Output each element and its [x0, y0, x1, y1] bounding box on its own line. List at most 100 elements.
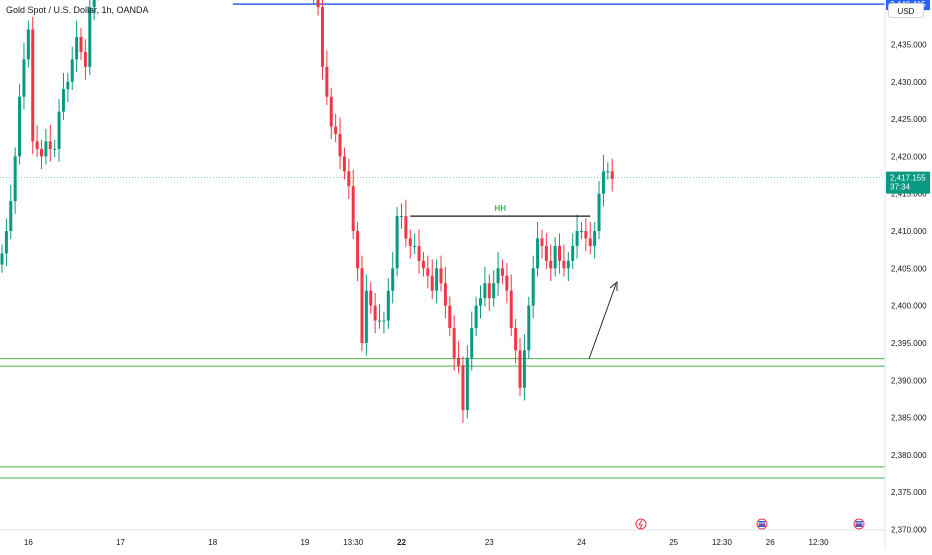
x-tick-label: 16 — [24, 538, 33, 547]
candle — [531, 268, 535, 306]
candle — [461, 365, 465, 411]
y-tick-label: 2,380.000 — [891, 451, 927, 460]
candle — [338, 134, 342, 157]
candle — [540, 238, 544, 246]
candle — [26, 29, 30, 60]
candle — [66, 81, 70, 90]
current-price-value: 2,417.155 — [890, 174, 926, 183]
annotation-hh: HH — [494, 204, 506, 213]
flag-body — [855, 521, 863, 527]
y-tick-label: 2,430.000 — [891, 78, 927, 87]
candle — [22, 59, 26, 97]
y-tick-label: 2,415.000 — [891, 190, 927, 199]
candle — [4, 231, 8, 254]
us-flag-icon — [756, 518, 768, 530]
candle — [391, 268, 395, 291]
candle — [435, 268, 439, 291]
earnings-event-icon — [635, 518, 647, 530]
candle — [549, 260, 553, 269]
candle — [347, 171, 351, 187]
x-tick-label: 19 — [300, 538, 309, 547]
candle — [83, 51, 87, 67]
candle — [509, 290, 513, 329]
candle — [571, 245, 575, 261]
candle — [544, 245, 548, 261]
y-tick-label: 2,395.000 — [891, 339, 927, 348]
candle — [558, 245, 562, 261]
x-tick-label: 23 — [485, 538, 494, 547]
candle — [408, 238, 412, 246]
candle — [53, 148, 57, 150]
candle — [465, 357, 469, 411]
y-tick-label: 2,385.000 — [891, 414, 927, 423]
candle — [426, 268, 430, 276]
candle — [13, 156, 17, 202]
candle — [18, 96, 22, 157]
candle — [329, 96, 333, 127]
candle — [448, 305, 452, 329]
candle — [360, 268, 364, 343]
y-tick-label: 2,410.000 — [891, 227, 927, 236]
candle — [452, 328, 456, 358]
candle — [364, 290, 368, 343]
candle — [593, 231, 597, 246]
candle — [35, 141, 39, 149]
candle — [399, 216, 403, 218]
x-tick-label: 26 — [766, 538, 775, 547]
candle — [474, 305, 478, 329]
candle — [386, 290, 390, 321]
candle — [566, 260, 570, 269]
candle — [40, 148, 44, 157]
y-tick-label: 2,370.000 — [891, 526, 927, 535]
current-price-tag — [886, 171, 930, 194]
candle — [518, 350, 522, 388]
candle — [483, 283, 487, 299]
candle — [487, 283, 491, 299]
candle — [553, 245, 557, 269]
candle — [92, 0, 96, 8]
currency-button[interactable]: USD — [888, 3, 924, 18]
candle — [48, 141, 52, 149]
candle — [342, 156, 346, 172]
candle — [527, 305, 531, 351]
x-tick-label: 18 — [208, 538, 217, 547]
candle — [496, 268, 500, 284]
candle — [0, 253, 4, 265]
candle — [373, 305, 377, 321]
candle — [9, 201, 13, 232]
x-tick-label: 12:30 — [809, 538, 830, 547]
projection-arrow — [588, 283, 617, 360]
candle — [79, 37, 83, 52]
target-label: TARGET — [543, 0, 575, 2]
candle — [584, 231, 588, 239]
candle — [430, 275, 434, 291]
candle — [579, 231, 583, 233]
candle — [500, 268, 504, 276]
candle — [479, 298, 483, 306]
x-tick-label: 12:30 — [712, 538, 733, 547]
candle — [522, 350, 526, 388]
candle — [439, 268, 443, 284]
candle — [404, 216, 408, 239]
candle — [44, 141, 48, 157]
candle — [505, 275, 509, 291]
x-tick-label: 13:30 — [343, 538, 364, 547]
candle — [356, 231, 360, 269]
candle — [514, 328, 518, 351]
flag-body — [758, 521, 766, 527]
candle — [75, 37, 79, 60]
candle — [334, 126, 338, 135]
x-tick-label: 17 — [116, 538, 125, 547]
arrow-head-icon — [609, 281, 618, 291]
y-tick-label: 2,375.000 — [891, 488, 927, 497]
candle — [601, 171, 605, 194]
candle — [61, 89, 65, 112]
y-tick-label: 2,400.000 — [891, 302, 927, 311]
candle — [470, 328, 474, 358]
candle — [382, 320, 386, 322]
candle — [325, 66, 329, 97]
candle — [31, 29, 35, 142]
us-flag-icon — [853, 518, 865, 530]
